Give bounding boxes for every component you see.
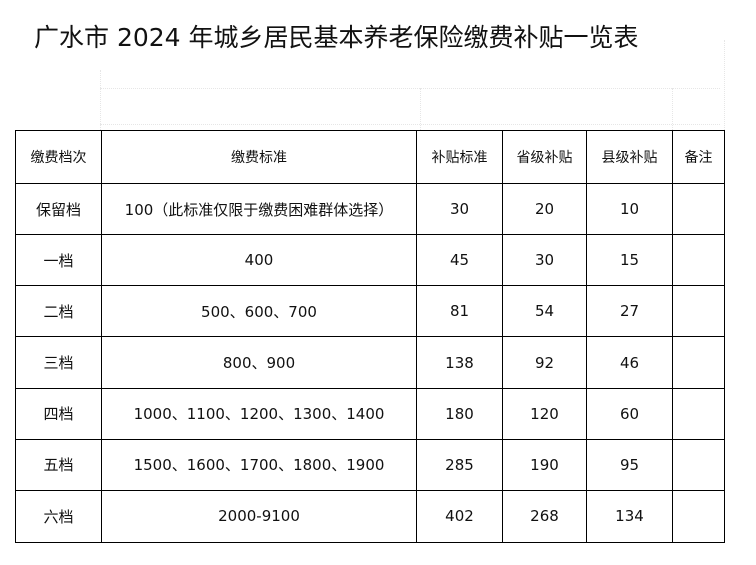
cell-standard: 1500、1600、1700、1800、1900 — [101, 438, 417, 491]
cell-provincial: 190 — [502, 438, 587, 491]
cell-provincial: 120 — [502, 387, 587, 440]
header-county: 县级补贴 — [586, 129, 673, 185]
cell-county: 27 — [586, 285, 673, 338]
cell-note — [672, 336, 725, 389]
cell-note — [672, 285, 725, 338]
page-title: 广水市 2024 年城乡居民基本养老保险缴费补贴一览表 — [34, 23, 639, 52]
header-provincial: 省级补贴 — [502, 129, 587, 185]
cell-subsidy: 402 — [416, 489, 503, 544]
cell-standard: 100（此标准仅限于缴费困难群体选择） — [101, 183, 417, 236]
table-row: 五档 1500、1600、1700、1800、1900 285 190 95 — [15, 438, 725, 491]
cell-county: 60 — [586, 387, 673, 440]
cell-county: 95 — [586, 438, 673, 491]
cell-note — [672, 489, 725, 544]
cell-level: 五档 — [15, 438, 102, 491]
table-row: 二档 500、600、700 81 54 27 — [15, 285, 725, 338]
ghost-line — [420, 88, 421, 130]
table-row: 六档 2000-9100 402 268 134 — [15, 489, 725, 544]
ghost-line — [100, 124, 720, 125]
table-header-row: 缴费档次 缴费标准 补贴标准 省级补贴 县级补贴 备注 — [15, 129, 725, 185]
cell-provincial: 20 — [502, 183, 587, 236]
header-standard: 缴费标准 — [101, 129, 417, 185]
table-row: 保留档 100（此标准仅限于缴费困难群体选择） 30 20 10 — [15, 183, 725, 236]
cell-county: 46 — [586, 336, 673, 389]
cell-standard: 400 — [101, 234, 417, 287]
header-subsidy: 补贴标准 — [416, 129, 503, 185]
cell-level: 保留档 — [15, 183, 102, 236]
cell-county: 10 — [586, 183, 673, 236]
cell-subsidy: 180 — [416, 387, 503, 440]
ghost-line — [724, 40, 725, 130]
cell-note — [672, 438, 725, 491]
cell-subsidy: 45 — [416, 234, 503, 287]
table-row: 一档 400 45 30 15 — [15, 234, 725, 287]
cell-note — [672, 183, 725, 236]
cell-note — [672, 234, 725, 287]
cell-standard: 1000、1100、1200、1300、1400 — [101, 387, 417, 440]
cell-subsidy: 81 — [416, 285, 503, 338]
cell-level: 二档 — [15, 285, 102, 338]
cell-level: 四档 — [15, 387, 102, 440]
cell-level: 六档 — [15, 489, 102, 544]
header-level: 缴费档次 — [15, 129, 102, 185]
cell-level: 一档 — [15, 234, 102, 287]
cell-standard: 2000-9100 — [101, 489, 417, 544]
cell-subsidy: 30 — [416, 183, 503, 236]
cell-provincial: 268 — [502, 489, 587, 544]
ghost-line — [100, 70, 101, 130]
cell-subsidy: 138 — [416, 336, 503, 389]
subsidy-table: 缴费档次 缴费标准 补贴标准 省级补贴 县级补贴 备注 保留档 100（此标准仅… — [15, 129, 725, 544]
table-row: 四档 1000、1100、1200、1300、1400 180 120 60 — [15, 387, 725, 440]
cell-provincial: 54 — [502, 285, 587, 338]
cell-provincial: 30 — [502, 234, 587, 287]
cell-standard: 800、900 — [101, 336, 417, 389]
cell-provincial: 92 — [502, 336, 587, 389]
table-row: 三档 800、900 138 92 46 — [15, 336, 725, 389]
cell-level: 三档 — [15, 336, 102, 389]
header-note: 备注 — [672, 129, 725, 185]
cell-subsidy: 285 — [416, 438, 503, 491]
ghost-line — [100, 88, 720, 89]
ghost-line — [672, 88, 673, 130]
cell-county: 15 — [586, 234, 673, 287]
cell-county: 134 — [586, 489, 673, 544]
cell-note — [672, 387, 725, 440]
cell-standard: 500、600、700 — [101, 285, 417, 338]
